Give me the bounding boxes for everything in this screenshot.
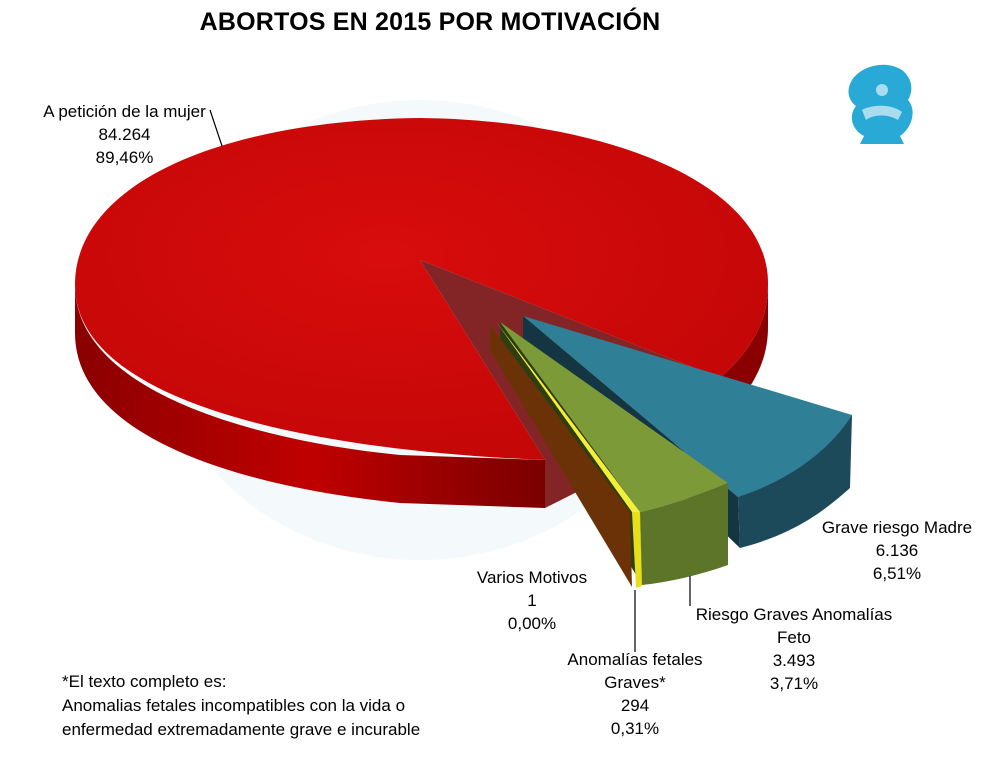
label-riesgo-anomalias-value: 3.493 [772,651,816,670]
slice-anomalias-fetales [497,323,642,588]
label-grave-riesgo-madre-pct: 6,51% [872,564,922,583]
label-a-peticion-value: 84.264 [98,125,151,144]
slice-a-peticion-top [75,118,769,460]
slice-anomalias-fetales-top [497,323,640,512]
label-riesgo-anomalias-pct: 3,71% [769,674,819,693]
label-anomalias-fetales-name-2: Graves* [604,673,666,692]
slice-grave-riesgo-madre-top [523,316,852,497]
footnote-line-1: *El texto completo es: [62,672,227,691]
label-varios-motivos: Varios Motivos 1 0,00% [462,566,602,635]
slice-riesgo-anomalias-side [640,483,728,585]
leader-a-peticion [209,109,223,147]
label-varios-motivos-name: Varios Motivos [476,568,588,587]
eagle-emblem-icon [848,64,913,144]
slice-varios-motivos-side [490,325,632,587]
label-anomalias-fetales-name-1: Anomalías fetales [567,650,703,669]
label-grave-riesgo-madre-name: Grave riesgo Madre [821,518,973,537]
label-riesgo-anomalias-name-2: Feto [776,628,812,647]
label-riesgo-anomalias: Riesgo Graves Anomalías Feto 3.493 3,71% [684,603,904,695]
label-anomalias-fetales-pct: 0,31% [610,719,660,738]
slice-varios-motivos [490,325,632,587]
label-anomalias-fetales: Anomalías fetales Graves* 294 0,31% [560,648,710,740]
footnote-line-3: enfermedad extremadamente grave e incura… [62,720,421,739]
label-riesgo-anomalias-name-1: Riesgo Graves Anomalías [695,605,893,624]
label-a-peticion-name: A petición de la mujer [43,102,206,121]
slice-riesgo-anomalias-top [500,322,728,512]
chart-title: ABORTOS EN 2015 POR MOTIVACIÓN [199,8,661,36]
label-varios-motivos-pct: 0,00% [507,614,557,633]
label-varios-motivos-value: 1 [527,591,537,610]
label-anomalias-fetales-value: 294 [620,696,650,715]
slice-a-peticion-side [75,285,545,508]
slice-anomalias-fetales-side [632,512,642,588]
footnote: *El texto completo es: Anomalias fetales… [62,670,420,742]
label-a-peticion-pct: 89,46% [95,148,154,167]
footnote-line-2: Anomalias fetales incompatibles con la v… [62,696,406,715]
label-grave-riesgo-madre-value: 6.136 [875,541,919,560]
label-grave-riesgo-madre: Grave riesgo Madre 6.136 6,51% [812,516,982,585]
label-a-peticion: A petición de la mujer 84.264 89,46% [22,100,227,169]
